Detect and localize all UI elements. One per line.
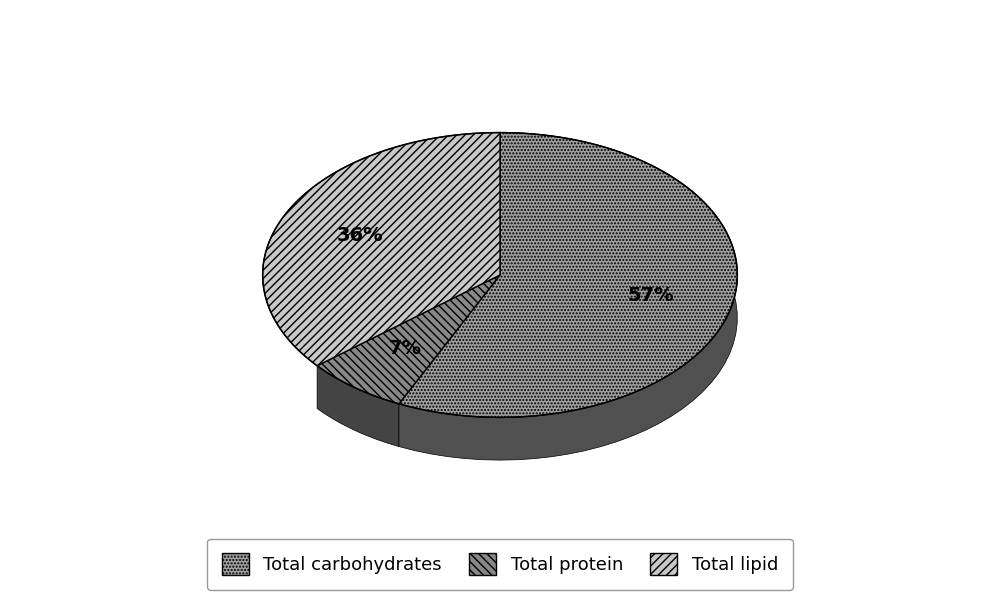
Text: 7%: 7% bbox=[389, 339, 422, 358]
Text: 36%: 36% bbox=[337, 226, 384, 245]
Polygon shape bbox=[317, 366, 399, 446]
Legend: Total carbohydrates, Total protein, Total lipid: Total carbohydrates, Total protein, Tota… bbox=[207, 539, 793, 589]
Polygon shape bbox=[263, 132, 500, 366]
Polygon shape bbox=[317, 275, 500, 404]
Polygon shape bbox=[399, 132, 737, 417]
Text: 57%: 57% bbox=[627, 285, 674, 305]
Polygon shape bbox=[399, 132, 737, 460]
